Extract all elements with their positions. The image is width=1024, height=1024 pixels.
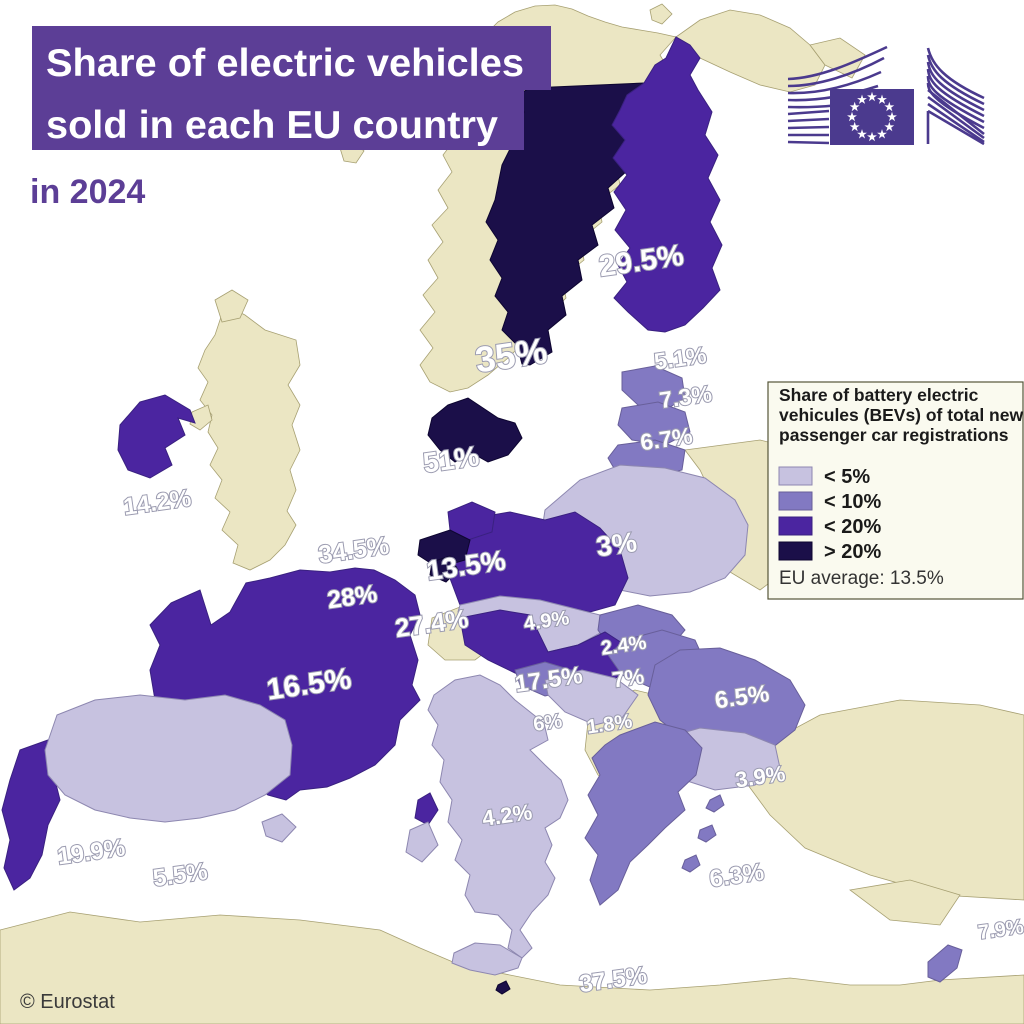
svg-text:vehicules (BEVs) of total new: vehicules (BEVs) of total new [779, 405, 1023, 425]
svg-text:< 10%: < 10% [824, 491, 881, 513]
svg-text:EU average: 13.5%: EU average: 13.5% [779, 568, 944, 589]
svg-text:© Eurostat: © Eurostat [20, 991, 115, 1013]
svg-text:3%: 3% [594, 526, 638, 562]
svg-text:6%: 6% [532, 710, 564, 736]
svg-text:7%: 7% [611, 663, 646, 692]
svg-text:< 20%: < 20% [824, 516, 881, 538]
svg-text:in 2024: in 2024 [30, 173, 145, 211]
svg-text:Share of electric vehicles: Share of electric vehicles [46, 42, 524, 85]
svg-text:> 20%: > 20% [824, 541, 881, 563]
svg-text:< 5%: < 5% [824, 466, 870, 488]
svg-text:passenger car registrations: passenger car registrations [779, 425, 1009, 445]
svg-text:Share of battery electric: Share of battery electric [779, 385, 979, 405]
svg-text:sold in each EU country: sold in each EU country [46, 104, 498, 147]
